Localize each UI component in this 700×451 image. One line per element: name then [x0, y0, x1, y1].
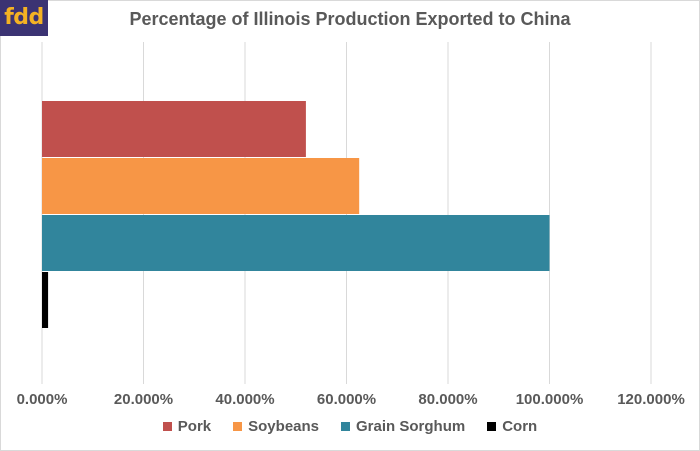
x-tick-label: 60.000%: [317, 391, 376, 408]
legend-swatch: [341, 422, 351, 431]
legend-item-corn: Corn: [487, 418, 537, 435]
legend-label: Soybeans: [248, 418, 320, 435]
x-tick-label: 0.000%: [17, 391, 68, 408]
x-axis-tick-labels: 0.000% 20.000% 40.000% 60.000% 80.000% 100.00…: [17, 391, 685, 408]
x-tick-label: 40.000%: [215, 391, 274, 408]
legend-item-soybeans: Soybeans: [233, 418, 319, 435]
legend-label: Corn: [502, 418, 538, 435]
legend-item-grain-sorghum: Grain Sorghum: [341, 418, 465, 435]
bar-grain-sorghum: [42, 215, 550, 271]
legend: Pork Soybeans Grain Sorghum Corn: [0, 418, 700, 435]
legend-label: Pork: [177, 418, 212, 435]
legend-swatch: [162, 422, 172, 431]
bar-soybeans: [42, 158, 360, 214]
bar-pork: [42, 101, 306, 157]
legend-swatch: [487, 422, 497, 431]
x-tick-label: 120.000%: [617, 391, 685, 408]
legend-label: Grain Sorghum: [356, 418, 466, 435]
legend-swatch: [233, 422, 243, 431]
x-tick-label: 20.000%: [114, 391, 173, 408]
chart-title: Percentage of Illinois Production Export…: [129, 9, 571, 29]
x-tick-label: 80.000%: [418, 391, 477, 408]
bars: [42, 101, 550, 328]
fdd-logo: fdd: [0, 0, 48, 36]
bar-corn: [42, 272, 49, 328]
legend-item-pork: Pork: [162, 418, 212, 435]
x-tick-label: 100.000%: [516, 391, 584, 408]
